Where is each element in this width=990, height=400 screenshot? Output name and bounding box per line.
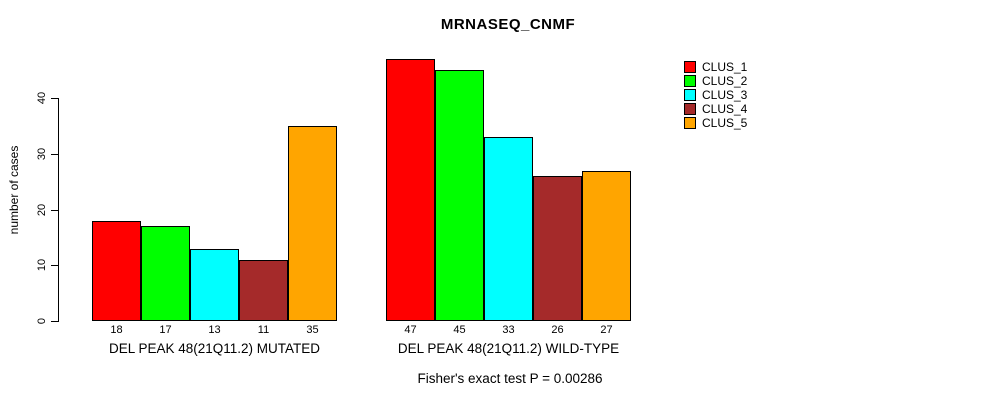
annotation-text: Fisher's exact test P = 0.00286 bbox=[417, 371, 603, 386]
legend-label: CLUS_5 bbox=[702, 116, 748, 130]
x-group-label: DEL PEAK 48(21Q11.2) MUTATED bbox=[108, 341, 321, 356]
y-axis-tick-label: 40 bbox=[36, 91, 48, 105]
bar-value-label: 27 bbox=[600, 324, 613, 336]
y-axis-tick-label: 30 bbox=[36, 147, 48, 161]
legend-row: CLUS_3 bbox=[684, 88, 747, 102]
legend-swatch-clus_5 bbox=[684, 117, 696, 129]
bar-value-label: 45 bbox=[453, 324, 466, 336]
bar-value-label: 18 bbox=[110, 324, 123, 336]
bar-value-label: 17 bbox=[159, 324, 172, 336]
bar-clus_4 bbox=[533, 176, 582, 321]
y-axis-tick-label: 0 bbox=[36, 317, 48, 325]
bar-value-label: 35 bbox=[306, 324, 319, 336]
legend-label: CLUS_2 bbox=[702, 74, 748, 88]
bar-value-label: 26 bbox=[551, 324, 564, 336]
bar-clus_5 bbox=[582, 171, 631, 321]
legend-label: CLUS_4 bbox=[702, 102, 748, 116]
y-axis-tick-label: 10 bbox=[36, 258, 48, 272]
y-axis-tick bbox=[51, 265, 58, 266]
bar-clus_3 bbox=[190, 249, 239, 321]
bar-clus_5 bbox=[288, 126, 337, 321]
legend: CLUS_1 CLUS_2 CLUS_3 CLUS_4 CLUS_5 bbox=[684, 60, 747, 130]
bar-clus_4 bbox=[239, 260, 288, 321]
bar-value-label: 47 bbox=[404, 324, 417, 336]
y-axis-tick bbox=[51, 98, 58, 99]
legend-row: CLUS_5 bbox=[684, 116, 747, 130]
y-axis-tick-label: 20 bbox=[36, 203, 48, 217]
legend-label: CLUS_1 bbox=[702, 60, 748, 74]
legend-row: CLUS_1 bbox=[684, 60, 747, 74]
bar-value-label: 13 bbox=[208, 324, 221, 336]
x-group-label: DEL PEAK 48(21Q11.2) WILD-TYPE bbox=[397, 341, 620, 356]
legend-row: CLUS_2 bbox=[684, 74, 747, 88]
y-axis-label: number of cases bbox=[7, 145, 21, 235]
y-axis-tick bbox=[51, 321, 58, 322]
legend-swatch-clus_1 bbox=[684, 61, 696, 73]
bar-clus_1 bbox=[386, 59, 435, 321]
bar-clus_2 bbox=[435, 70, 484, 321]
legend-swatch-clus_3 bbox=[684, 89, 696, 101]
y-axis-line bbox=[58, 98, 59, 322]
bar-clus_3 bbox=[484, 137, 533, 321]
legend-row: CLUS_4 bbox=[684, 102, 747, 116]
bar-value-label: 33 bbox=[502, 324, 515, 336]
legend-label: CLUS_3 bbox=[702, 88, 748, 102]
chart-title: MRNASEQ_CNMF bbox=[440, 16, 576, 33]
y-axis-tick bbox=[51, 210, 58, 211]
legend-swatch-clus_2 bbox=[684, 75, 696, 87]
y-axis-tick bbox=[51, 154, 58, 155]
bar-value-label: 11 bbox=[257, 324, 270, 336]
bar-clus_2 bbox=[141, 226, 190, 321]
legend-swatch-clus_4 bbox=[684, 103, 696, 115]
bar-clus_1 bbox=[92, 221, 141, 321]
